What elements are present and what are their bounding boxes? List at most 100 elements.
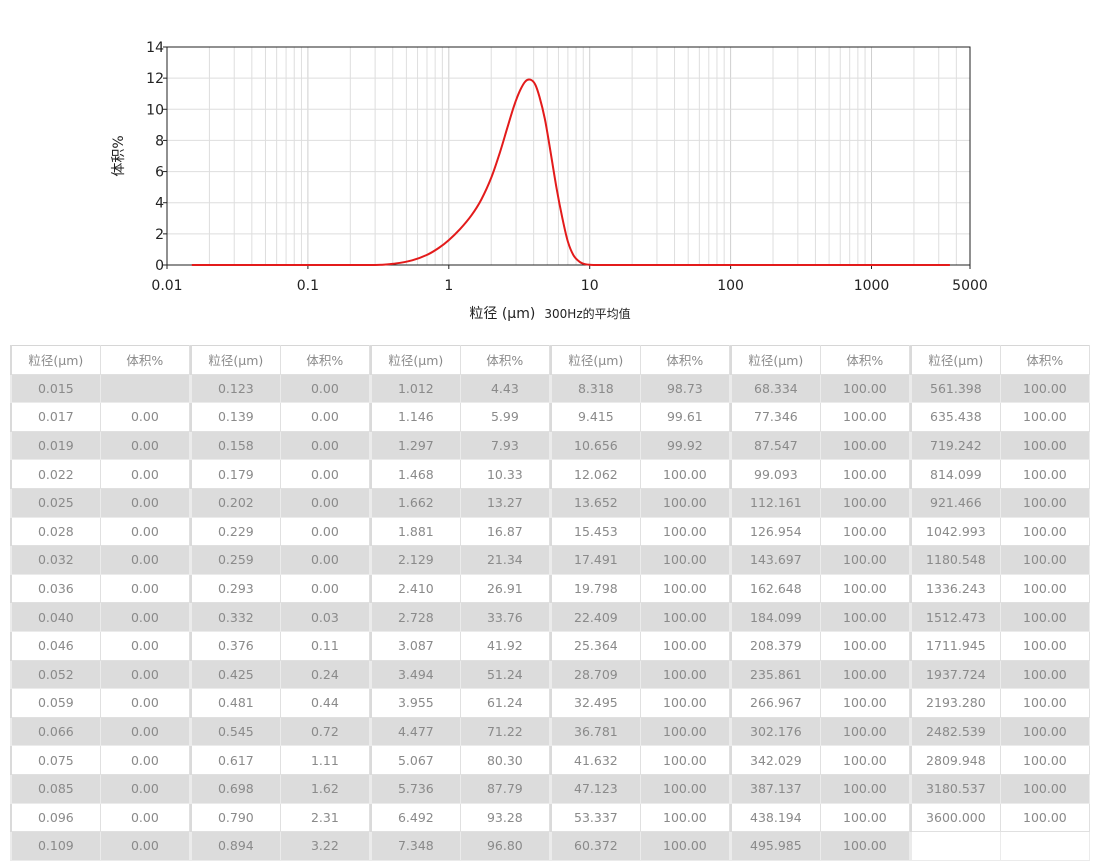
cell-particle-size: 2809.948 (909, 745, 1001, 775)
cell-particle-size: 28.709 (549, 659, 641, 690)
cell-particle-size: 143.697 (729, 545, 821, 575)
cell-particle-size: 8.318 (549, 373, 641, 404)
cell-volume-percent: 0.00 (99, 659, 191, 690)
cell-particle-size: 112.161 (729, 487, 821, 518)
cell-volume-percent: 100.00 (999, 773, 1091, 804)
table-row: 1.012 4.43 (369, 373, 551, 404)
cell-volume-percent: 99.92 (639, 430, 731, 461)
cell-volume-percent: 0.44 (279, 688, 371, 718)
cell-volume-percent: 100.00 (639, 773, 731, 804)
table-header-row: 粒径(μm) 体积% (909, 345, 1091, 375)
y-tick-label: 6 (155, 165, 164, 181)
cell-particle-size: 36.781 (549, 716, 641, 747)
table-row: 208.379 100.00 (729, 630, 911, 661)
cell-particle-size: 302.176 (729, 716, 821, 747)
table-row: 0.481 0.44 (189, 688, 371, 718)
cell-volume-percent: 4.43 (459, 373, 551, 404)
cell-particle-size: 53.337 (549, 802, 641, 833)
cell-particle-size: 3.955 (369, 688, 461, 718)
cell-particle-size: 0.158 (189, 430, 281, 461)
table-row: 0.790 2.31 (189, 802, 371, 833)
cell-particle-size: 4.477 (369, 716, 461, 747)
x-axis-label-row: 粒径 (μm) 300Hz的平均值 (0, 303, 1100, 323)
cell-volume-percent: 100.00 (819, 516, 911, 547)
table-row: 342.029 100.00 (729, 745, 911, 775)
cell-volume-percent: 100.00 (819, 545, 911, 575)
table-row: 1.146 5.99 (369, 402, 551, 432)
table-row: 15.453 100.00 (549, 516, 731, 547)
cell-volume-percent: 0.00 (279, 516, 371, 547)
cell-particle-size: 3600.000 (909, 802, 1001, 833)
cell-particle-size: 0.481 (189, 688, 281, 718)
cell-particle-size: 719.242 (909, 430, 1001, 461)
cell-volume-percent: 100.00 (999, 545, 1091, 575)
table-row: 28.709 100.00 (549, 659, 731, 690)
table-row: 17.491 100.00 (549, 545, 731, 575)
cell-particle-size: 0.040 (9, 602, 101, 632)
table-row: 1336.243 100.00 (909, 573, 1091, 604)
cell-volume-percent: 100.00 (999, 516, 1091, 547)
table-row: 0.085 0.00 (9, 773, 191, 804)
cell-particle-size: 814.099 (909, 459, 1001, 489)
table-row: 719.242 100.00 (909, 430, 1091, 461)
cell-particle-size: 0.202 (189, 487, 281, 518)
table-row: 0.425 0.24 (189, 659, 371, 690)
cell-volume-percent: 100.00 (639, 745, 731, 775)
table-row: 2.728 33.76 (369, 602, 551, 632)
cell-particle-size: 1.012 (369, 373, 461, 404)
table-row: 32.495 100.00 (549, 688, 731, 718)
table-row: 8.318 98.73 (549, 373, 731, 404)
cell-particle-size: 1.468 (369, 459, 461, 489)
cell-particle-size: 0.139 (189, 402, 281, 432)
x-tick-label: 0.01 (151, 278, 182, 294)
cell-particle-size: 0.085 (9, 773, 101, 804)
cell-particle-size: 0.259 (189, 545, 281, 575)
cell-particle-size: 0.017 (9, 402, 101, 432)
table-row: 0.028 0.00 (9, 516, 191, 547)
cell-particle-size: 9.415 (549, 402, 641, 432)
cell-particle-size: 495.985 (729, 831, 821, 861)
cell-particle-size: 0.123 (189, 373, 281, 404)
cell-volume-percent: 0.72 (279, 716, 371, 747)
table-row: 921.466 100.00 (909, 487, 1091, 518)
table-row: 184.099 100.00 (729, 602, 911, 632)
cell-volume-percent: 100.00 (819, 831, 911, 861)
table-row: 36.781 100.00 (549, 716, 731, 747)
cell-volume-percent: 100.00 (819, 402, 911, 432)
table-row: 87.547 100.00 (729, 430, 911, 461)
header-particle-size: 粒径(μm) (909, 345, 1001, 375)
cell-particle-size: 41.632 (549, 745, 641, 775)
table-row: 2.129 21.34 (369, 545, 551, 575)
table-row: 302.176 100.00 (729, 716, 911, 747)
cell-volume-percent: 2.31 (279, 802, 371, 833)
cell-particle-size: 0.022 (9, 459, 101, 489)
table-row: 0.123 0.00 (189, 373, 371, 404)
table-row: 0.698 1.62 (189, 773, 371, 804)
table-row: 13.652 100.00 (549, 487, 731, 518)
header-particle-size: 粒径(μm) (549, 345, 641, 375)
table-row: 68.334 100.00 (729, 373, 911, 404)
cell-volume-percent: 0.00 (99, 545, 191, 575)
y-axis-ticks: 0 2 4 6 8 10 12 14 (146, 40, 167, 274)
cell-volume-percent: 41.92 (459, 630, 551, 661)
table-row: 1.881 16.87 (369, 516, 551, 547)
cell-volume-percent: 0.03 (279, 602, 371, 632)
cell-particle-size: 0.015 (9, 373, 101, 404)
table-row: 0.059 0.00 (9, 688, 191, 718)
cell-particle-size: 1.146 (369, 402, 461, 432)
cell-particle-size: 68.334 (729, 373, 821, 404)
cell-particle-size: 22.409 (549, 602, 641, 632)
cell-volume-percent: 0.00 (279, 487, 371, 518)
cell-volume-percent: 0.00 (99, 688, 191, 718)
table-row: 1937.724 100.00 (909, 659, 1091, 690)
header-volume-percent: 体积% (279, 345, 371, 375)
cell-particle-size: 0.425 (189, 659, 281, 690)
cell-volume-percent: 61.24 (459, 688, 551, 718)
table-row: 495.985 100.00 (729, 831, 911, 861)
table-row: 387.137 100.00 (729, 773, 911, 804)
cell-volume-percent: 100.00 (639, 659, 731, 690)
cell-particle-size: 0.293 (189, 573, 281, 604)
cell-volume-percent (99, 373, 191, 404)
cell-volume-percent: 0.00 (99, 516, 191, 547)
x-axis-ticks: 0.01 0.1 1 10 100 1000 5000 (151, 265, 988, 294)
